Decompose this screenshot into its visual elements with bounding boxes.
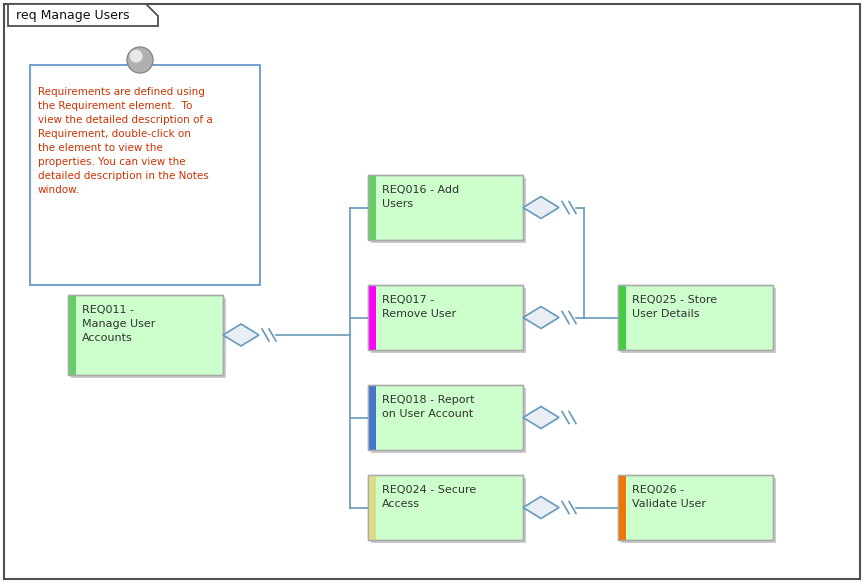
Text: REQ017 -
Remove User: REQ017 - Remove User [382, 295, 456, 319]
Bar [368, 175, 523, 240]
Circle shape [127, 47, 153, 73]
Bar [68, 295, 223, 375]
Polygon shape [523, 406, 559, 429]
Bar [371, 478, 526, 543]
Bar [368, 475, 376, 540]
Bar [30, 65, 260, 285]
Bar [368, 385, 523, 450]
Bar [621, 288, 776, 353]
Text: REQ025 - Store
User Details: REQ025 - Store User Details [632, 295, 717, 319]
Bar [618, 475, 626, 540]
Bar [68, 295, 223, 375]
Bar [371, 288, 526, 353]
Bar [618, 285, 626, 350]
Polygon shape [223, 324, 259, 346]
Bar [368, 385, 523, 450]
Text: Requirements are defined using
the Requirement element.  To
view the detailed de: Requirements are defined using the Requi… [38, 87, 213, 195]
Bar [618, 475, 773, 540]
Polygon shape [523, 307, 559, 328]
Bar [68, 295, 76, 375]
Bar [371, 388, 526, 453]
Bar [368, 285, 376, 350]
Bar [621, 478, 776, 543]
Bar [368, 385, 376, 450]
Bar [368, 285, 523, 350]
Polygon shape [8, 4, 158, 26]
Bar [618, 475, 773, 540]
Bar [618, 285, 773, 350]
Polygon shape [523, 196, 559, 219]
Text: REQ024 - Secure
Access: REQ024 - Secure Access [382, 485, 476, 509]
Bar [368, 175, 523, 240]
Bar [368, 475, 523, 540]
Bar [371, 178, 526, 243]
Bar [618, 285, 773, 350]
Text: REQ016 - Add
Users: REQ016 - Add Users [382, 185, 459, 209]
Text: req Manage Users: req Manage Users [16, 9, 130, 23]
Bar [368, 475, 523, 540]
Text: REQ018 - Report
on User Account: REQ018 - Report on User Account [382, 395, 474, 419]
Bar [368, 175, 376, 240]
Text: REQ026 -
Validate User: REQ026 - Validate User [632, 485, 706, 509]
Circle shape [130, 50, 143, 62]
Text: REQ011 -
Manage User
Accounts: REQ011 - Manage User Accounts [82, 305, 156, 343]
Bar [71, 298, 226, 378]
Polygon shape [523, 497, 559, 518]
Bar [368, 285, 523, 350]
